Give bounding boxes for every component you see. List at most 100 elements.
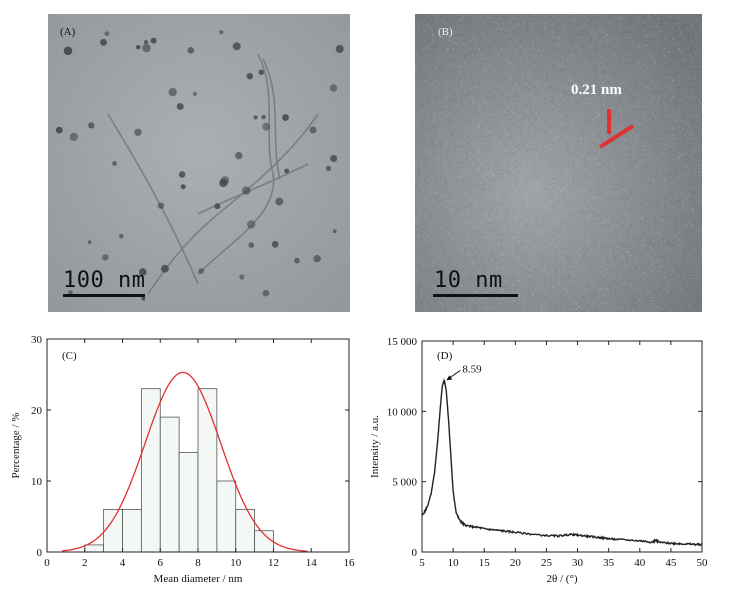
x-tick-label: 16 [344,557,356,569]
histogram-bar [235,508,256,553]
x-axis-label: Mean diameter / nm [154,573,243,585]
nanoparticle-dot [275,197,284,206]
nanoparticle-dot [134,128,142,136]
nanoparticle-dot [235,151,243,160]
panel-b-hrtem-image: (B) 0.21 nm 10 nm [415,14,702,312]
nanoparticle-dot [284,168,290,174]
nanoparticle-dot [100,38,107,46]
y-tick-label: 10 [31,476,43,488]
x-tick-label: 4 [120,557,126,569]
x-axis-label: 2θ / (°) [546,573,577,585]
x-tick-label: 0 [44,557,50,569]
nanoparticle-dot [335,44,344,53]
x-tick-label: 14 [306,557,318,569]
nanoparticle-dot [142,43,151,53]
nanoparticle-dot [88,122,95,129]
nanoparticle-dot [192,91,198,96]
lattice-marker-icon [598,109,635,149]
panel-a-tem-image: (A) 100 nm [48,14,350,312]
y-axis-label: Intensity / a.u. [369,415,381,478]
nanoparticle-dot [246,73,253,80]
x-tick-label: 15 [479,557,491,569]
x-tick-label: 12 [268,557,279,569]
nanoparticle-dot [282,114,289,121]
nanoparticle-dot [87,240,92,245]
nanoparticle-dot [112,161,117,166]
panel-a-texture [48,14,350,312]
xrd-line [421,378,703,547]
nanoparticle-dot [214,203,221,210]
nanoparticle-dot [253,115,258,120]
histogram-bar [122,508,142,553]
nanoparticle-dot [198,268,205,274]
nanoparticle-dot [150,37,157,44]
nanoparticle-dot [258,69,264,75]
nanoparticle-dot [332,229,337,234]
nanoparticle-dot [261,114,266,120]
nanoparticle-dot [136,45,141,50]
nanoparticle-dot [294,257,300,264]
x-tick-label: 25 [541,557,553,569]
x-tick-label: 50 [697,557,709,569]
histogram-bar [84,544,105,553]
histogram-bar [159,416,180,553]
nanoparticle-dot [330,154,338,163]
nanoparticle-dot [262,122,271,131]
nanoparticle-dot [157,202,165,209]
x-tick-label: 10 [230,557,242,569]
nanoparticle-dot [102,254,109,261]
panel-c-label: (C) [62,350,77,362]
y-axis-label: Percentage / % [10,413,22,479]
y-tick-label: 30 [31,334,43,346]
histogram-bar [197,388,218,553]
nanoparticle-dot [143,40,149,45]
x-tick-label: 45 [665,557,677,569]
nanoparticle-dot [232,42,241,51]
x-tick-label: 20 [510,557,522,569]
panel-a-scale-bar-text: 100 nm [63,268,146,293]
nanoparticle-dot [160,264,169,273]
histogram-bar [178,452,199,553]
histogram-bar [103,508,123,553]
panel-a-scale-bar [63,294,145,297]
nanoparticle-dot [187,47,195,54]
y-tick-label: 0 [412,547,418,559]
nanoparticle-dot [63,46,73,56]
nanoparticle-dot [219,178,228,188]
histogram-bar [140,388,161,553]
x-tick-label: 5 [419,557,425,569]
x-tick-label: 8 [195,557,201,569]
x-tick-label: 30 [572,557,584,569]
x-tick-label: 10 [448,557,460,569]
x-tick-label: 6 [158,557,164,569]
panel-d-xrd-pattern: 5 10 15 20 25 30 35 40 45 50 0 5 000 10 000 15 000 8.5… [369,336,709,585]
nanoparticle-dot [139,268,147,276]
nanoparticle-dot [104,31,110,37]
nanoparticle-dot [68,290,73,295]
nanoparticle-dot [262,289,270,297]
y-tick-label: 0 [37,547,43,559]
panel-b-scale-bar-text: 10 nm [434,268,503,293]
y-tick-label: 5 000 [392,477,417,489]
nanoparticle-dot [329,84,338,92]
nanoparticle-dot [309,126,317,134]
plot-frame [421,340,703,553]
nanoparticle-dot [176,103,184,110]
histogram-bar [216,480,237,553]
nanoparticle-dot [168,88,177,97]
panel-b-label: (B) [438,26,453,38]
panel-b-texture [415,14,702,312]
nanoparticle-dot [271,240,279,248]
nanoparticle-dot [247,220,256,229]
nanoparticle-dot [219,30,224,35]
nanoparticle-dot [242,186,251,195]
panel-c-histogram: 0 2 4 6 8 10 12 14 16 0 10 20 30 Mean diameter / nm Pe… [10,334,356,585]
gaussian-fit-curve [62,371,308,552]
nanoparticle-dot [141,296,146,301]
nanoparticle-dot [119,233,124,239]
nanoparticle-dot [178,171,186,178]
panel-b-scale-bar [433,294,518,297]
nanoparticle-dot [180,184,186,190]
nanoparticle-dot [325,165,332,171]
peak-arrowhead-icon [446,375,453,381]
